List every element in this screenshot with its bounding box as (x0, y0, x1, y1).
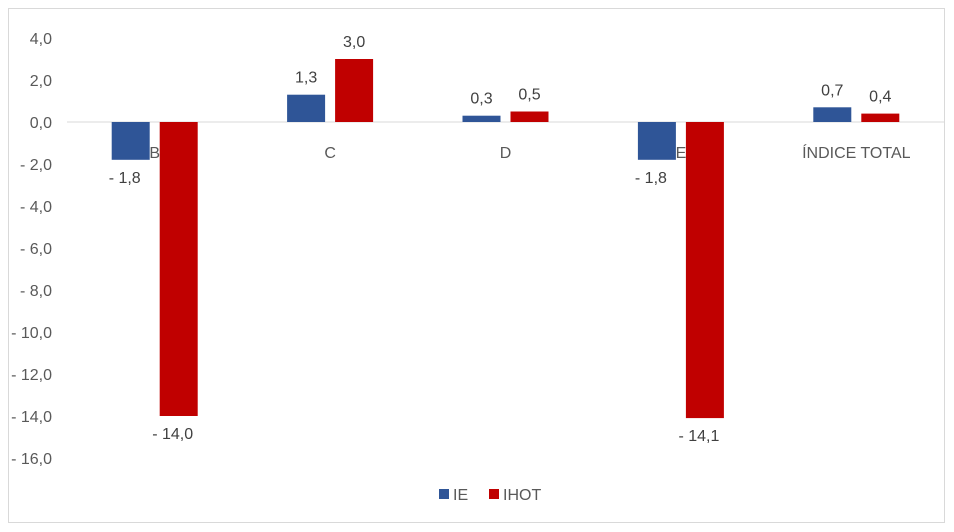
x-category-label: D (500, 145, 512, 162)
y-tick-label: 0,0 (30, 115, 52, 132)
data-label-ie-3: - 1,8 (635, 170, 667, 187)
bar-ie-4 (813, 107, 852, 122)
data-label-ihot-3: - 14,1 (678, 428, 719, 445)
y-tick-label: 2,0 (30, 73, 52, 90)
y-tick-label: - 10,0 (11, 325, 52, 342)
bar-ihot-4 (861, 113, 900, 122)
x-category-label: B (149, 145, 160, 162)
legend-swatch-ihot (489, 489, 499, 499)
bar-ihot-3 (685, 122, 724, 419)
data-label-ihot-0: - 14,0 (152, 426, 193, 443)
legend-label-ie: IE (453, 487, 468, 504)
x-category-label: ÍNDICE TOTAL (802, 143, 911, 162)
y-tick-label: - 14,0 (11, 409, 52, 426)
data-label-ihot-4: 0,4 (869, 89, 891, 106)
data-label-ie-2: 0,3 (470, 91, 492, 108)
y-tick-label: - 8,0 (20, 283, 52, 300)
data-label-ie-1: 1,3 (295, 70, 317, 87)
bar-chart: 4,0 2,0 0,0 - 2,0 - 4,0 - 6,0 - 8,0 - 10,0 - 12,… (11, 31, 944, 504)
bar-ie-1 (287, 94, 326, 122)
bar-ie-3 (637, 122, 676, 160)
bar-ie-0 (111, 122, 150, 160)
data-label-ie-0: - 1,8 (109, 170, 141, 187)
bar-ihot-2 (510, 111, 549, 122)
x-category-label: C (324, 145, 336, 162)
chart-frame: 4,0 2,0 0,0 - 2,0 - 4,0 - 6,0 - 8,0 - 10,0 - 12,… (8, 8, 945, 523)
bar-ie-2 (462, 115, 501, 122)
y-tick-label: - 4,0 (20, 199, 52, 216)
legend-swatch-ie (439, 489, 449, 499)
x-category-label: E (676, 145, 687, 162)
legend-label-ihot: IHOT (503, 487, 541, 504)
y-tick-label: 4,0 (30, 31, 52, 48)
bar-ihot-1 (335, 59, 374, 122)
data-label-ihot-1: 3,0 (343, 34, 365, 51)
y-tick-label: - 12,0 (11, 367, 52, 384)
y-tick-label: - 6,0 (20, 241, 52, 258)
data-label-ihot-2: 0,5 (518, 87, 540, 104)
data-label-ie-4: 0,7 (821, 82, 843, 99)
y-tick-label: - 16,0 (11, 451, 52, 468)
bar-ihot-0 (159, 122, 198, 416)
y-tick-label: - 2,0 (20, 157, 52, 174)
